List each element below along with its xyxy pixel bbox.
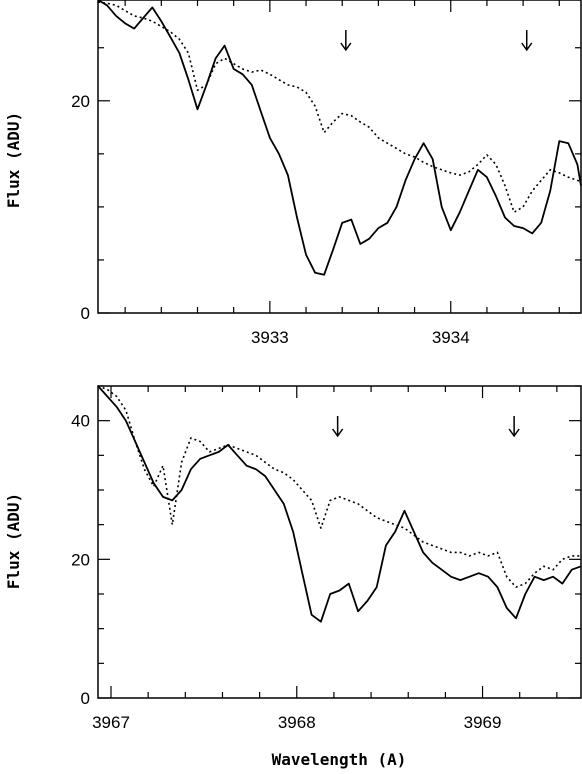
top-xtick-label: 3933: [251, 328, 289, 347]
top-ticks: 3933 3934 0 20: [71, 0, 581, 347]
bottom-ylabel: Flux (ADU): [4, 493, 23, 589]
bottom-ytick-label: 0: [81, 689, 90, 708]
bottom-panel: 3967 3968 3969 0 20 40 Flux (ADU) Wavelength …: [4, 385, 582, 769]
bottom-plot-frame: [97, 385, 582, 699]
top-ylabel: Flux (ADU): [4, 112, 23, 208]
bottom-ytick-label: 40: [71, 412, 90, 431]
top-ytick-label: 20: [71, 92, 90, 111]
top-series-solid: [97, 0, 582, 276]
bottom-arrow-head: [508, 428, 520, 438]
top-series-dotted: [97, 1, 582, 213]
top-arrow-head: [521, 42, 533, 52]
top-ytick-label: 0: [81, 304, 90, 323]
top-arrows: [340, 30, 533, 52]
top-arrow-head: [340, 42, 352, 52]
bottom-series-solid: [97, 385, 582, 623]
bottom-xtick-label: 3967: [92, 713, 130, 732]
top-xtick-label: 3934: [432, 328, 470, 347]
bottom-series-dotted: [97, 385, 581, 588]
bottom-ytick-label: 20: [71, 550, 90, 569]
bottom-ticks: 3967 3968 3969 0 20 40: [71, 385, 581, 732]
bottom-xlabel: Wavelength (A): [272, 750, 407, 769]
top-series: [97, 0, 582, 276]
bottom-xtick-label: 3969: [464, 713, 502, 732]
top-plot-frame: [97, 0, 582, 314]
bottom-xtick-label: 3968: [278, 713, 316, 732]
top-panel: 3933 3934 0 20 Flux (ADU): [4, 0, 582, 347]
bottom-series: [97, 385, 582, 623]
bottom-arrows: [332, 416, 520, 438]
bottom-arrow-head: [332, 428, 344, 438]
